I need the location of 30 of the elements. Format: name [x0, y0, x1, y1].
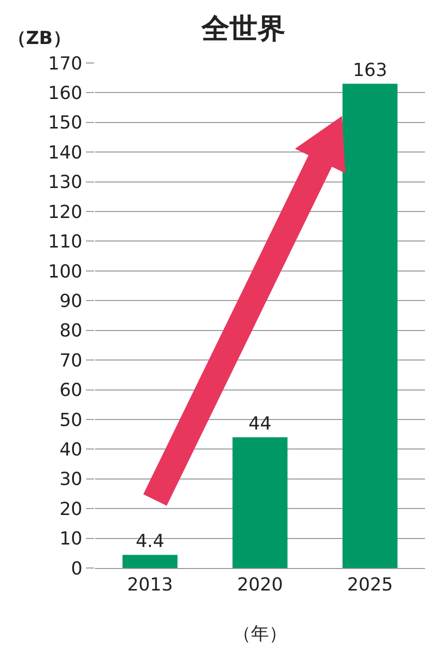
x-axis-title: （年）: [233, 624, 287, 645]
y-tick-label: 100: [48, 261, 82, 282]
y-tick-label: 90: [59, 290, 82, 312]
y-tick-label: 80: [59, 320, 82, 342]
chart-title: 全世界: [200, 12, 286, 45]
y-tick-label: 170: [48, 53, 82, 74]
y-axis-title: （ZB）: [8, 28, 71, 49]
data-label: 44: [248, 413, 272, 434]
y-tick-label: 150: [48, 112, 82, 134]
y-tick-label: 0: [70, 558, 82, 580]
y-tick-label: 140: [48, 142, 82, 164]
y-tick-label: 160: [48, 83, 82, 104]
y-tick-label: 20: [59, 498, 82, 520]
y-tick-label: 110: [48, 232, 82, 253]
data-label: 4.4: [136, 530, 164, 552]
y-tick-label: 30: [59, 469, 82, 490]
y-tick-label: 130: [48, 172, 82, 194]
bar: [122, 554, 178, 568]
x-tick-label: 2013: [127, 574, 173, 596]
y-tick-label: 70: [59, 350, 82, 372]
x-tick-label: 2025: [347, 574, 393, 596]
y-tick-label: 40: [59, 439, 82, 460]
y-tick-label: 120: [48, 202, 82, 223]
y-tick-label: 50: [59, 410, 82, 431]
bar: [342, 84, 398, 568]
data-label: 163: [352, 60, 388, 81]
bar: [232, 437, 288, 568]
x-tick-label: 2020: [237, 574, 283, 596]
y-tick-label: 60: [59, 380, 82, 402]
y-tick-label: 10: [59, 528, 82, 550]
